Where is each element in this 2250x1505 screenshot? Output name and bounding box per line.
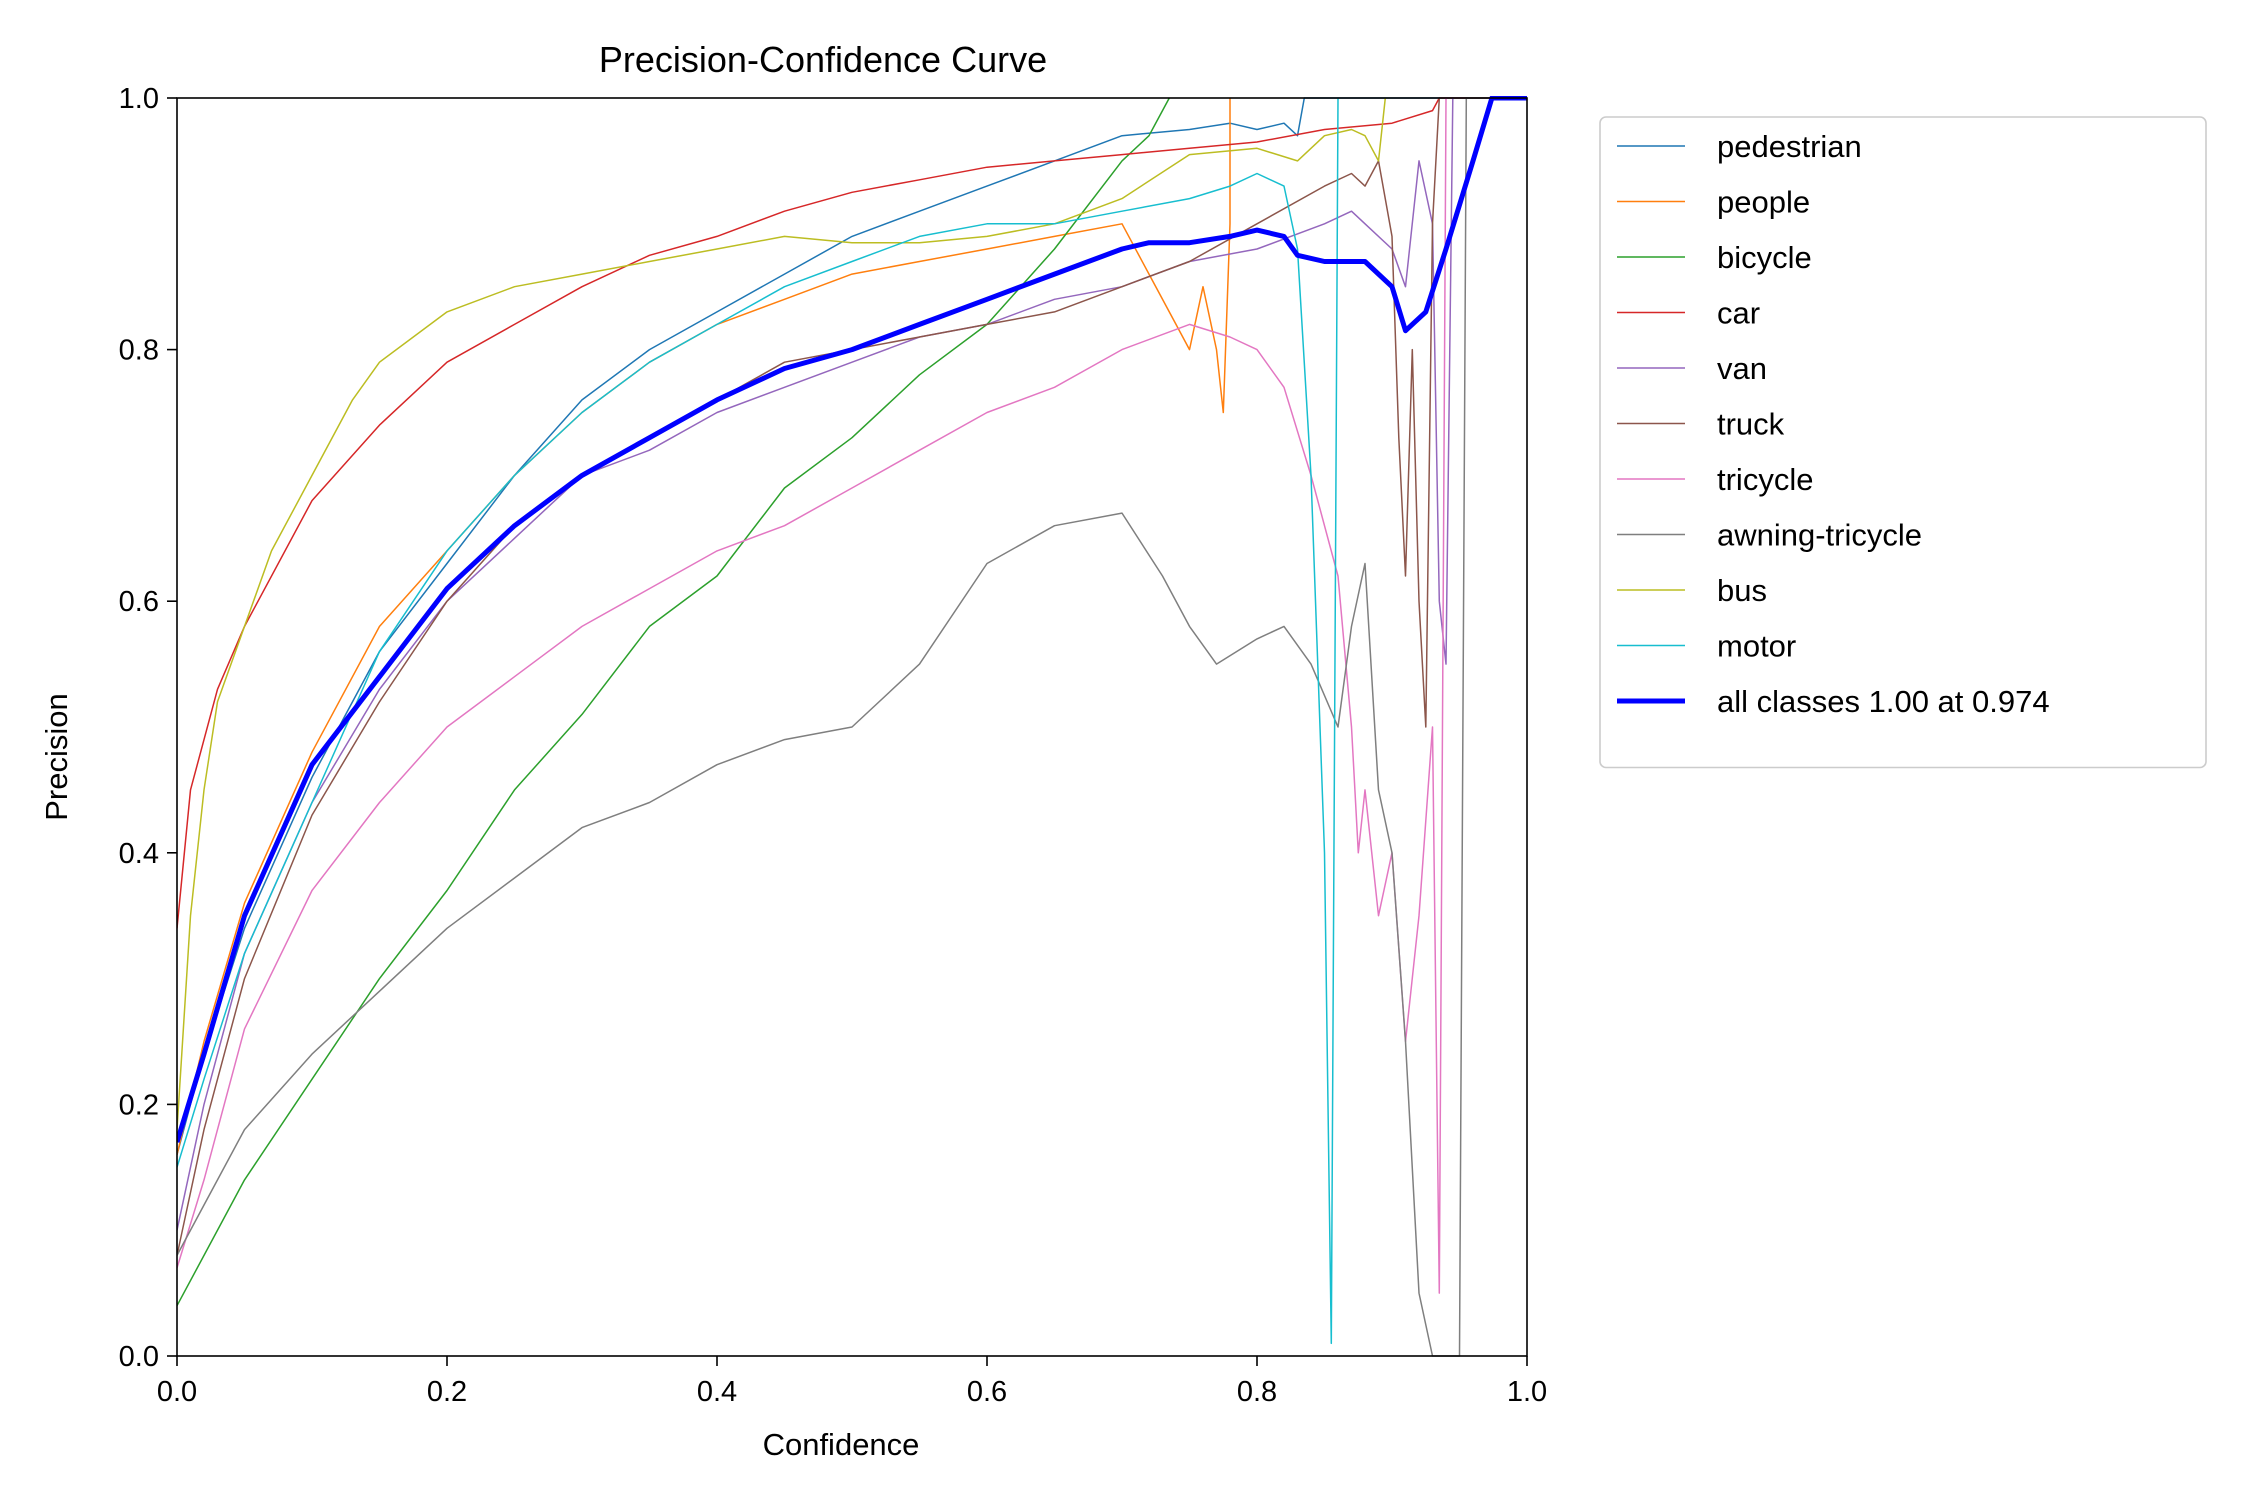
- legend: pedestrian people bicycle car van truck tricyc…: [1599, 116, 2207, 769]
- x-tick-label: 0.2: [427, 1376, 467, 1408]
- y-tick-label: 1.0: [119, 83, 159, 115]
- y-tick-label: 0.0: [119, 1341, 159, 1373]
- plot-frame: [176, 97, 1528, 1357]
- x-tick-label: 0.4: [697, 1376, 737, 1408]
- y-tick-label: 0.4: [119, 838, 159, 870]
- series-line-motor: [177, 97, 1339, 1345]
- y-tick-label: 0.6: [119, 586, 159, 618]
- series-line-all-classes-1-00-at-0-974: [177, 96, 1527, 1143]
- series-line-car: [177, 97, 1527, 929]
- legend-label-truck: truck: [1717, 407, 1785, 442]
- series-line-awning-tricycle: [177, 97, 1527, 1357]
- legend-box: [1599, 116, 2207, 769]
- x-axis-label: Confidence: [763, 1427, 920, 1462]
- legend-label-car: car: [1717, 296, 1760, 331]
- axes-layer: 0.0 0.2 0.4 0.6 0.8 1.0 0.0 0.2 0.4 0.6 0.8 1.0: [119, 83, 1547, 1408]
- series-line-bicycle: [177, 97, 1170, 1307]
- x-tick-label: 0.0: [157, 1376, 197, 1408]
- y-tick-label: 0.8: [119, 335, 159, 367]
- y-tick-label: 0.2: [119, 1089, 159, 1121]
- series-line-people: [177, 98, 1231, 1155]
- series-line-bus: [177, 97, 1387, 1130]
- legend-label-bus: bus: [1717, 573, 1767, 608]
- legend-label-pedestrian: pedestrian: [1717, 129, 1862, 164]
- x-tick-label: 1.0: [1507, 1376, 1547, 1408]
- legend-label-awning-tricycle: awning-tricycle: [1717, 518, 1922, 553]
- y-axis-label: Precision: [39, 693, 74, 821]
- legend-label-people: people: [1717, 185, 1810, 220]
- x-tick-label: 0.8: [1237, 1376, 1277, 1408]
- series-line-tricycle: [177, 97, 1447, 1294]
- series-line-truck: [177, 97, 1441, 1256]
- legend-label-motor: motor: [1717, 629, 1796, 664]
- series-line-van: [177, 97, 1454, 1231]
- legend-label-tricycle: tricycle: [1717, 462, 1813, 497]
- legend-label-bicycle: bicycle: [1717, 240, 1812, 275]
- legend-label-all-classes-1-00-at-0-974: all classes 1.00 at 0.974: [1717, 684, 2050, 719]
- series-line-pedestrian: [177, 97, 1527, 1155]
- x-tick-label: 0.6: [967, 1376, 1007, 1408]
- chart-title: Precision-Confidence Curve: [599, 39, 1047, 80]
- series-layer: [177, 96, 1527, 1357]
- legend-label-van: van: [1717, 351, 1767, 386]
